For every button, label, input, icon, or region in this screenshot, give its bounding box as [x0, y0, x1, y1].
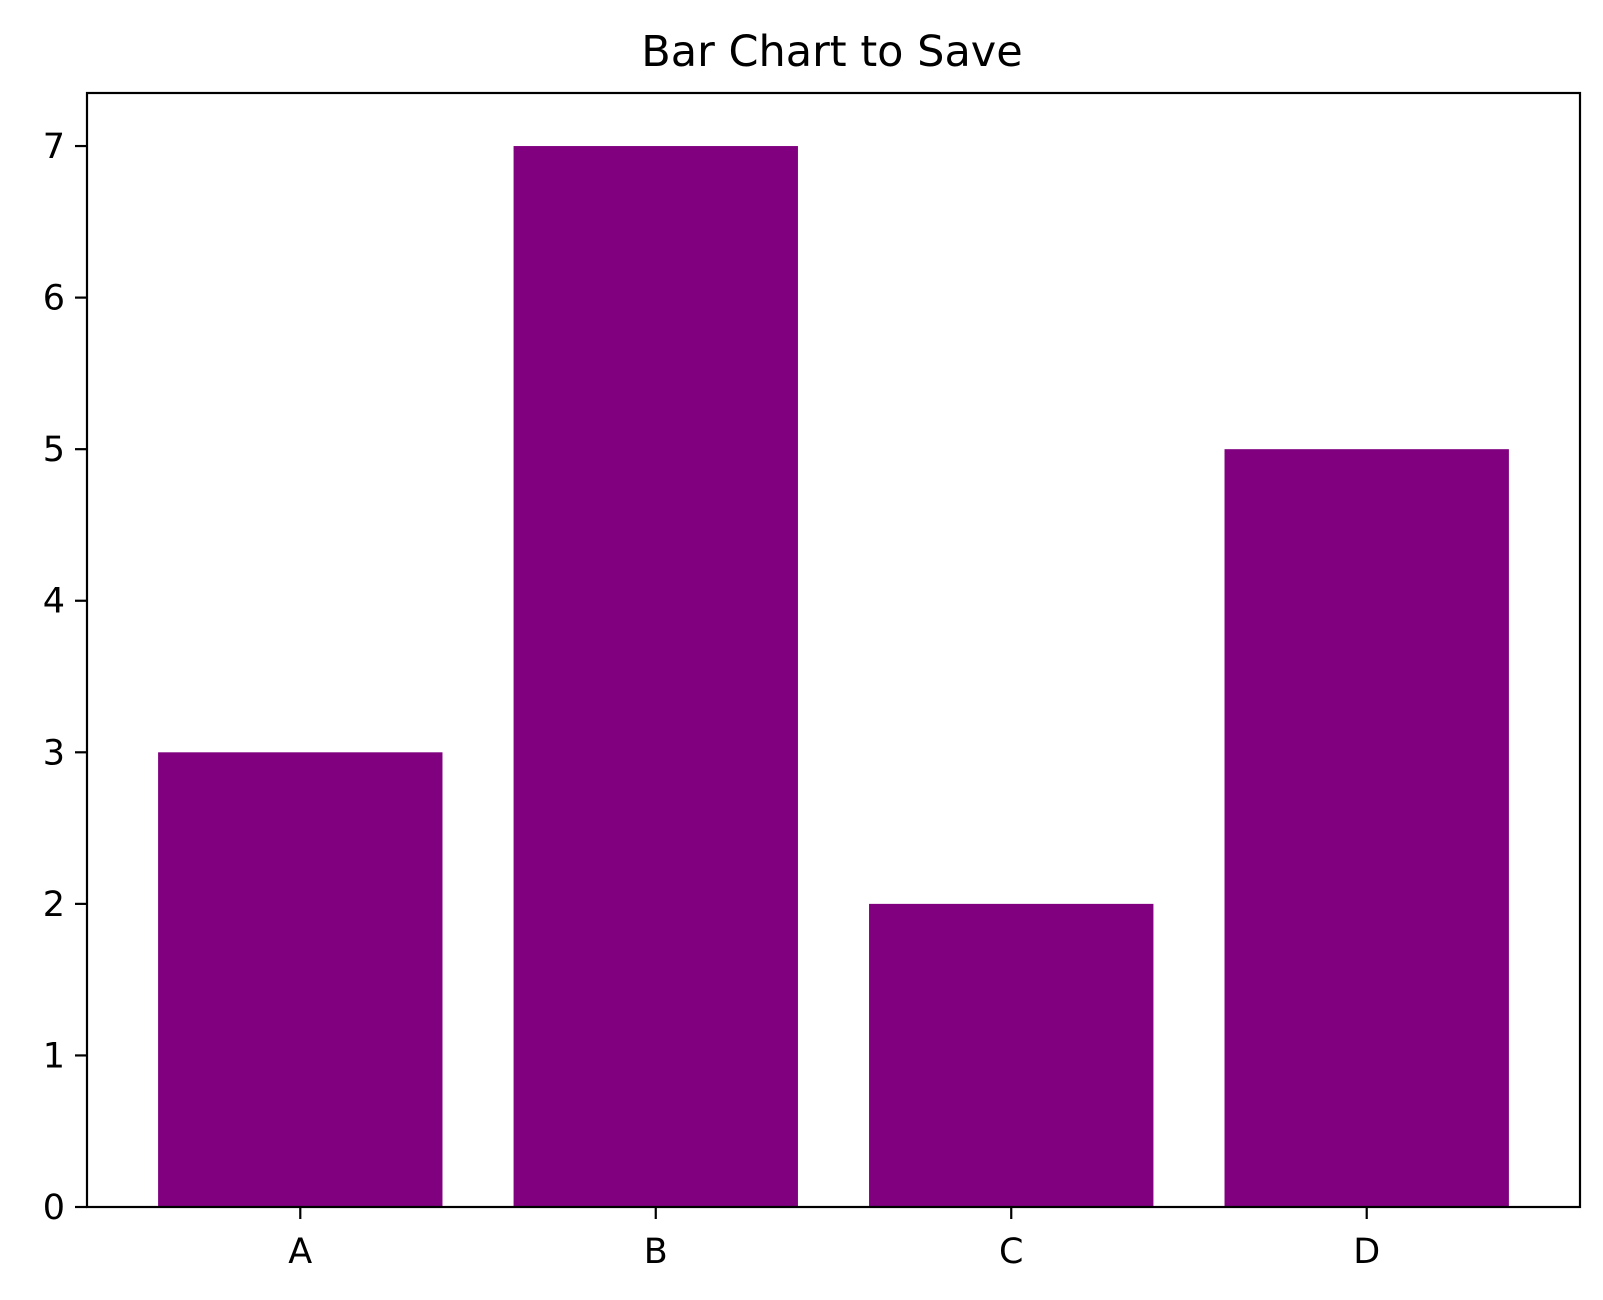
- y-tick-label: 1: [43, 1036, 65, 1076]
- plot-frame: [85, 91, 1582, 1209]
- y-tick-label: 0: [43, 1188, 65, 1228]
- y-tick-label: 2: [43, 885, 65, 925]
- y-tick-label: 6: [43, 279, 65, 319]
- chart-title: Bar Chart to Save: [641, 27, 1022, 77]
- y-tick-label: 3: [43, 733, 65, 773]
- bar-b: [513, 146, 798, 1208]
- bar-a: [158, 752, 443, 1207]
- y-tick-label: 4: [43, 582, 65, 622]
- bars-layer: [158, 146, 1509, 1208]
- x-tick-label: B: [644, 1232, 668, 1272]
- x-tick-label: D: [1353, 1232, 1380, 1272]
- x-tick-label: A: [288, 1232, 312, 1272]
- bar-d: [1224, 449, 1509, 1207]
- y-axis: 0 1 2 3 4 5 6 7: [43, 127, 87, 1228]
- y-tick-label: 7: [43, 127, 65, 167]
- x-tick-label: C: [999, 1232, 1023, 1272]
- x-axis: A B C D: [288, 1207, 1380, 1272]
- y-tick-label: 5: [43, 430, 65, 470]
- bar-c: [869, 903, 1154, 1207]
